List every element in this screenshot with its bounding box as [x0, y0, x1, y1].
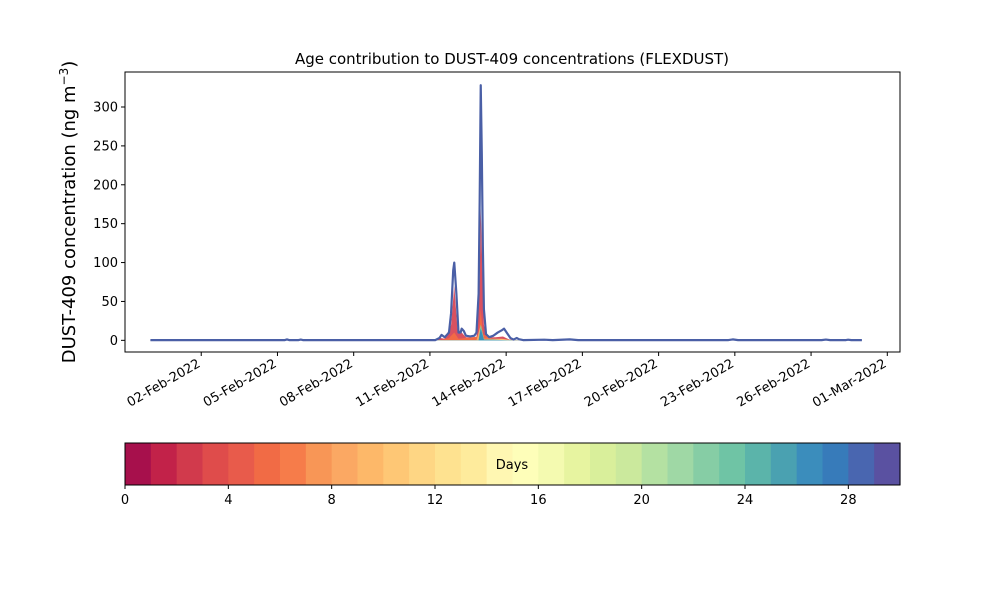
colorbar-cell — [848, 443, 875, 485]
colorbar-cell — [409, 443, 436, 485]
plot-area: 0 50 100 150 200 250 300 02-Feb-202205-Feb-2022… — [93, 71, 901, 411]
colorbar-cell — [460, 443, 488, 485]
x-tick-label: 01-Mar-2022 — [810, 356, 889, 410]
colorbar-tick-label: 16 — [530, 493, 547, 508]
chart-title: Age contribution to DUST-409 concentrati… — [295, 50, 729, 68]
colorbar-cell — [280, 443, 307, 485]
y-axis-label-close: ) — [59, 61, 80, 68]
x-tick-label: 08-Feb-2022 — [277, 356, 356, 410]
colorbar-cell — [874, 443, 901, 485]
plot-frame — [124, 71, 901, 353]
colorbar-tick-label: 20 — [633, 493, 650, 508]
y-tick-label: 300 — [93, 101, 118, 116]
colorbar-cell — [125, 443, 152, 485]
colorbar-tick-label: 12 — [427, 493, 444, 508]
colorbar-cell — [667, 443, 694, 485]
x-tick-label: 26-Feb-2022 — [735, 356, 814, 410]
x-tick-label: 17-Feb-2022 — [506, 356, 585, 410]
colorbar-frame — [124, 442, 901, 486]
colorbar-cell — [590, 443, 617, 485]
colorbar-tick-label: 24 — [737, 493, 754, 508]
colorbar-cell — [435, 443, 462, 485]
y-tick-label: 250 — [93, 139, 118, 154]
y-tick-label: 200 — [93, 178, 118, 193]
colorbar-cell — [615, 443, 643, 485]
colorbar-tick-label: 0 — [121, 493, 129, 508]
colorbar-cell — [176, 443, 204, 485]
x-tick-label: 14-Feb-2022 — [430, 356, 509, 410]
colorbar-cell — [305, 443, 333, 485]
x-tick-label: 20-Feb-2022 — [582, 356, 661, 410]
x-tick-label: 05-Feb-2022 — [201, 356, 280, 410]
y-axis-label: DUST-409 concentration (ng m−3) — [57, 61, 80, 364]
x-tick-label: 11-Feb-2022 — [353, 356, 432, 410]
age-band-area-1 — [150, 309, 862, 341]
y-tick-label: 150 — [93, 217, 118, 232]
colorbar-cell — [564, 443, 591, 485]
colorbar-cell — [254, 443, 281, 485]
colorbar: Days 0 4 8 12 16 20 24 28 — [121, 442, 901, 508]
y-tick-label: 100 — [93, 256, 118, 271]
x-tick-label: 02-Feb-2022 — [125, 356, 204, 410]
colorbar-tick-label: 28 — [840, 493, 857, 508]
y-axis-label-superscript: −3 — [57, 68, 71, 86]
colorbar-cell — [228, 443, 255, 485]
age-band-area-0 — [150, 208, 862, 341]
colorbar-cell — [357, 443, 384, 485]
colorbar-cell — [486, 443, 514, 485]
colorbar-tick-label: 4 — [224, 493, 232, 508]
colorbar-cell — [641, 443, 669, 485]
colorbar-cell — [383, 443, 410, 485]
colorbar-cell — [331, 443, 359, 485]
colorbar-cell — [693, 443, 720, 485]
colorbar-cell — [719, 443, 746, 485]
colorbar-cell — [745, 443, 772, 485]
colorbar-tick-label: 8 — [328, 493, 336, 508]
colorbar-cell — [796, 443, 824, 485]
colorbar-cell — [202, 443, 229, 485]
y-tick-label: 0 — [110, 334, 118, 349]
colorbar-cell — [822, 443, 849, 485]
x-tick-label: 23-Feb-2022 — [658, 356, 737, 410]
colorbar-cell — [150, 443, 178, 485]
colorbar-cell — [770, 443, 798, 485]
colorbar-cell — [512, 443, 539, 485]
y-tick-label: 50 — [101, 295, 118, 310]
colorbar-label: Days — [496, 458, 529, 473]
y-axis-label-main: DUST-409 concentration (ng m — [59, 85, 80, 363]
total-concentration-line — [150, 84, 862, 342]
colorbar-cell — [538, 443, 565, 485]
